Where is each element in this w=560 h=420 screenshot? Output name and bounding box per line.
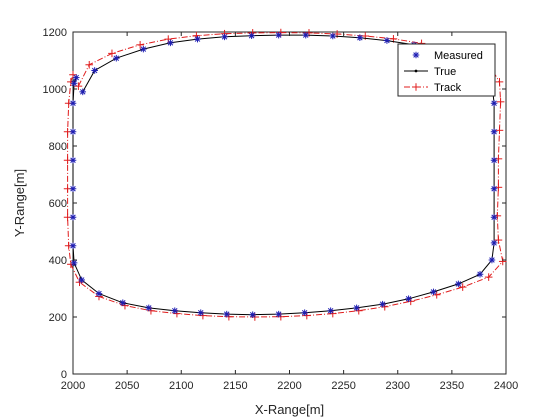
point-measured xyxy=(275,31,282,39)
point-measured xyxy=(69,242,77,250)
point-track xyxy=(484,273,493,281)
point-measured xyxy=(70,80,78,87)
point-track xyxy=(136,41,144,49)
point-measured xyxy=(249,311,256,319)
point-measured xyxy=(69,185,77,193)
legend-entry-track: Track xyxy=(404,82,462,94)
point-track xyxy=(164,35,173,43)
y-tick-label: 0 xyxy=(61,369,67,381)
point-measured xyxy=(171,307,179,315)
y-tick-label: 1000 xyxy=(43,84,67,96)
y-tick-label: 600 xyxy=(49,198,67,210)
point-measured xyxy=(356,34,364,41)
legend-items: Measured True Track xyxy=(404,50,483,94)
point-measured xyxy=(490,156,498,164)
point-measured xyxy=(329,32,337,40)
point-track xyxy=(74,82,83,90)
point-measured xyxy=(167,39,174,47)
point-track xyxy=(494,236,503,244)
x-tick-label: 2200 xyxy=(277,380,301,392)
y-axis-title: Y-Range[m] xyxy=(12,169,27,237)
point-measured xyxy=(488,256,496,264)
point-track xyxy=(67,78,75,86)
x-axis-title: X-Range[m] xyxy=(255,402,324,417)
x-tick-label: 2050 xyxy=(115,380,139,392)
point-measured xyxy=(383,37,391,44)
x-tick-label: 2300 xyxy=(386,380,410,392)
point-measured xyxy=(476,270,484,278)
y-tick-label: 800 xyxy=(49,141,67,153)
point-measured xyxy=(119,299,127,307)
point-measured xyxy=(197,309,205,317)
point-measured xyxy=(327,307,334,315)
legend-marker-measured xyxy=(412,51,420,59)
point-measured xyxy=(69,213,77,221)
x-tick-label: 2350 xyxy=(440,380,464,392)
point-measured xyxy=(221,33,228,41)
point-track xyxy=(495,78,504,86)
point-measured xyxy=(379,300,386,308)
point-track xyxy=(495,126,504,135)
point-measured xyxy=(490,128,498,136)
legend: Measured True Track xyxy=(397,43,496,97)
point-measured xyxy=(353,304,360,312)
point-measured xyxy=(69,156,77,164)
x-tick-label: 2150 xyxy=(223,380,247,392)
point-measured xyxy=(490,239,498,247)
axis-ticks: 2000 2050 2100 2150 2200 2250 2300 2350 2400 0 200… xyxy=(43,27,519,392)
point-measured xyxy=(95,290,103,297)
y-tick-label: 400 xyxy=(49,255,67,267)
legend-entry-measured: Measured xyxy=(412,50,483,62)
point-track xyxy=(458,283,467,291)
legend-entry-true: True xyxy=(404,66,456,78)
legend-label-track: Track xyxy=(434,82,462,94)
point-measured xyxy=(302,31,310,39)
point-measured xyxy=(140,45,147,53)
point-measured xyxy=(405,295,412,303)
point-measured xyxy=(490,99,498,107)
point-measured xyxy=(490,185,498,193)
point-track xyxy=(493,212,502,220)
point-measured xyxy=(275,310,282,318)
point-measured xyxy=(430,288,437,296)
point-measured xyxy=(248,32,255,40)
point-track xyxy=(498,257,507,266)
point-measured xyxy=(113,54,120,62)
legend-marker-track xyxy=(412,83,420,91)
legend-label-measured: Measured xyxy=(434,50,483,62)
point-track xyxy=(67,260,75,269)
point-measured xyxy=(78,276,85,284)
point-measured xyxy=(490,213,498,221)
x-tick-label: 2250 xyxy=(331,380,355,392)
x-tick-label: 2000 xyxy=(61,380,85,392)
point-measured xyxy=(72,74,80,81)
point-measured xyxy=(79,88,87,96)
legend-label-true: True xyxy=(434,66,456,78)
point-measured xyxy=(223,310,231,318)
x-tick-label: 2400 xyxy=(494,380,518,392)
point-measured xyxy=(69,99,77,107)
point-measured xyxy=(91,67,98,74)
y-tick-label: 200 xyxy=(49,312,67,324)
x-tick-label: 2100 xyxy=(169,380,193,392)
point-measured xyxy=(70,259,78,267)
point-measured xyxy=(145,304,153,312)
point-measured xyxy=(69,128,77,136)
point-track xyxy=(108,49,116,58)
y-tick-label: 1200 xyxy=(43,27,67,39)
point-measured xyxy=(194,35,201,43)
point-measured xyxy=(455,280,462,288)
legend-marker-true xyxy=(414,69,418,73)
point-measured xyxy=(301,309,308,317)
point-track xyxy=(85,60,94,69)
point-track xyxy=(496,98,505,106)
